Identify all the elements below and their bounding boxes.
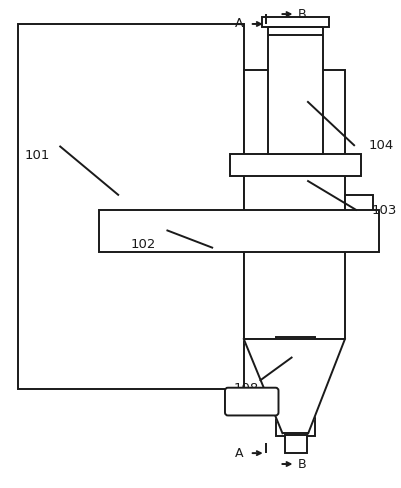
Text: A: A	[235, 18, 243, 30]
Bar	[275, 337, 314, 436]
FancyBboxPatch shape	[225, 387, 278, 415]
Text: 103: 103	[371, 204, 396, 217]
Bar	[243, 70, 344, 339]
Text: 104: 104	[368, 140, 393, 152]
Bar	[261, 17, 328, 27]
Polygon shape	[243, 339, 344, 433]
Bar	[99, 210, 378, 252]
Text: B: B	[297, 458, 306, 470]
Bar	[285, 435, 306, 453]
Text: 108: 108	[233, 382, 258, 395]
Text: 102: 102	[131, 239, 156, 251]
Bar	[344, 195, 372, 245]
Text: 101: 101	[25, 149, 50, 163]
Text: A: A	[235, 447, 243, 460]
Bar	[18, 24, 243, 389]
Bar	[229, 154, 360, 176]
Text: B: B	[297, 8, 306, 20]
Bar	[267, 22, 322, 154]
